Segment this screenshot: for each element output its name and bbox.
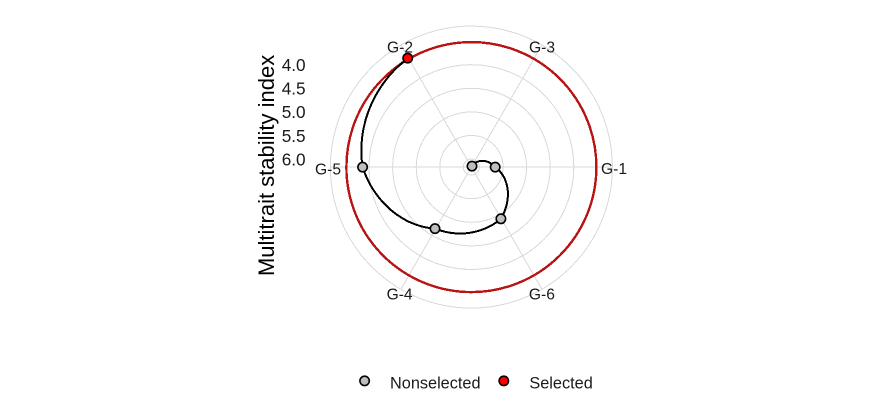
svg-text:5.5: 5.5	[282, 126, 306, 146]
svg-text:5.0: 5.0	[282, 102, 306, 122]
svg-text:4.0: 4.0	[282, 55, 306, 75]
svg-text:G-5: G-5	[315, 161, 341, 178]
svg-text:G-4: G-4	[387, 286, 413, 303]
svg-text:Selected: Selected	[529, 375, 592, 393]
svg-text:G-6: G-6	[529, 286, 555, 303]
svg-text:6.0: 6.0	[282, 150, 306, 170]
svg-text:Multitrait stability index: Multitrait stability index	[254, 55, 279, 276]
svg-text:G-3: G-3	[529, 39, 555, 56]
svg-text:4.5: 4.5	[282, 79, 306, 99]
svg-text:Nonselected: Nonselected	[390, 375, 481, 393]
svg-text:G-2: G-2	[387, 39, 413, 56]
svg-text:G-1: G-1	[601, 161, 627, 178]
